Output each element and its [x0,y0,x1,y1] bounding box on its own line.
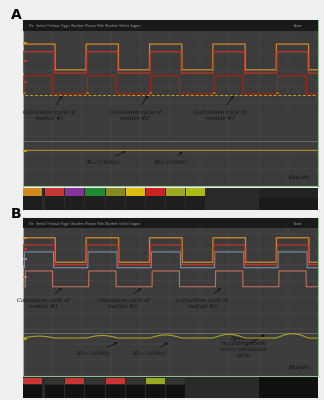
Bar [126,188,145,196]
Bar [126,385,145,398]
Bar [23,60,27,62]
Bar [45,378,64,384]
Text: Calculation cycle of
module #3: Calculation cycle of module #3 [194,96,246,121]
Bar [259,188,318,198]
Bar [166,196,185,210]
Bar [186,188,205,196]
Bar [86,196,105,210]
Text: File    Vertical  Timebase  Trigger  Waveform  Measure  Math  Waveform  Utilitie: File Vertical Timebase Trigger Waveform … [29,24,140,28]
Text: 50μs/div: 50μs/div [287,175,310,180]
Bar [23,237,27,238]
Bar [186,196,205,210]
Bar [166,188,185,196]
Bar [23,276,27,278]
Text: Calculation cycle of
module #1: Calculation cycle of module #1 [23,96,75,121]
Bar [166,378,185,384]
Bar [23,196,42,210]
Text: File    Vertical  Timebase  Trigger  Waveform  Measure  Math  Waveform  Utilitie: File Vertical Timebase Trigger Waveform … [29,222,140,226]
Text: Calculation cycle of
module #2: Calculation cycle of module #2 [109,96,161,121]
Bar [145,378,165,384]
Text: ΔVₒ₂ (16/div): ΔVₒ₂ (16/div) [86,151,126,166]
Bar [145,385,165,398]
Bar [23,188,42,196]
Bar [45,385,64,398]
Bar [145,196,165,210]
Bar [23,338,27,340]
Bar [45,188,64,196]
Bar [126,196,145,210]
Text: Calculation cycle of
module #2: Calculation cycle of module #2 [97,288,149,309]
Bar [23,378,42,384]
Bar [65,385,85,398]
Bar [126,378,145,384]
Bar [65,196,85,210]
Bar [106,196,124,210]
Bar [106,378,124,384]
Bar [23,42,27,44]
Bar [45,196,64,210]
Bar [166,385,185,398]
Bar [23,248,27,250]
Text: Source: Source [294,24,303,28]
Text: Calculation cycle of
module #3: Calculation cycle of module #3 [176,288,229,309]
Text: B: B [11,207,21,221]
Bar [23,385,42,398]
Bar [86,188,105,196]
Bar [145,188,165,196]
Text: 50μs/div: 50μs/div [287,366,310,370]
Bar [65,188,85,196]
Text: Source: Source [294,222,303,226]
Bar [23,81,27,83]
Text: Dynamical
regulating inside
every calculation
cycle: Dynamical regulating inside every calcul… [221,335,267,358]
Text: Calculation cycle of
module #1: Calculation cycle of module #1 [17,288,69,309]
Bar [23,258,27,260]
Bar [23,150,27,152]
Bar [259,377,318,398]
Text: ΔVₒ₁ (16/div): ΔVₒ₁ (16/div) [133,343,167,356]
Text: ΔVₒ₁ (16/div): ΔVₒ₁ (16/div) [153,152,187,166]
Bar [86,378,105,384]
Bar [106,385,124,398]
Bar [23,20,318,31]
Text: A: A [11,8,22,22]
Bar [106,188,124,196]
Bar [23,218,318,228]
Bar [259,188,318,210]
Text: ΔVₒ₂ (16/div): ΔVₒ₂ (16/div) [76,343,117,356]
Bar [65,378,85,384]
Bar [86,385,105,398]
